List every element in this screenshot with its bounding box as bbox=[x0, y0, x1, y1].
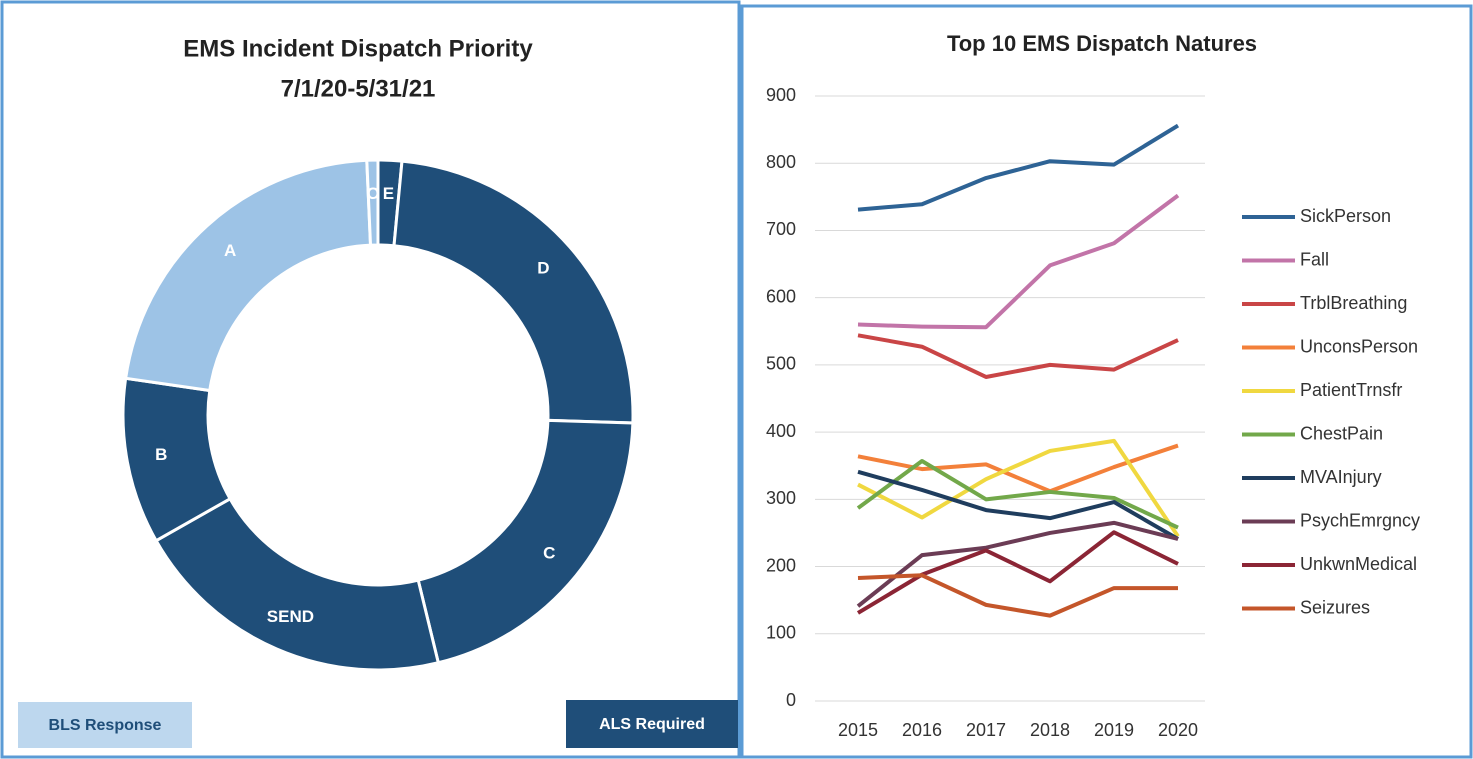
legend-label: PsychEmrgncy bbox=[1300, 510, 1420, 530]
legend-label: TrblBreathing bbox=[1300, 293, 1407, 313]
legend-label: UnconsPerson bbox=[1300, 336, 1418, 356]
x-tick-label: 2018 bbox=[1030, 720, 1070, 740]
segment-label: D bbox=[537, 259, 549, 278]
segment-label: O bbox=[367, 184, 380, 203]
legend-box bbox=[566, 700, 738, 748]
series-line bbox=[857, 573, 1178, 618]
y-tick-label: 700 bbox=[766, 219, 796, 239]
x-tick-label: 2015 bbox=[838, 720, 878, 740]
legend-box-label: BLS Response bbox=[49, 717, 162, 734]
legend-label: SickPerson bbox=[1300, 206, 1391, 226]
y-tick-label: 900 bbox=[766, 85, 796, 105]
pie-subtitle: 7/1/20-5/31/21 bbox=[281, 75, 436, 102]
y-tick-label: 800 bbox=[766, 152, 796, 172]
line-title: Top 10 EMS Dispatch Natures bbox=[947, 31, 1257, 56]
x-tick-label: 2019 bbox=[1094, 720, 1134, 740]
segment-label: C bbox=[543, 543, 555, 562]
series-line bbox=[856, 530, 1179, 615]
x-tick-label: 2020 bbox=[1158, 720, 1198, 740]
right-panel bbox=[740, 4, 1473, 759]
legend-box bbox=[18, 702, 192, 748]
legend-label: PatientTrnsfr bbox=[1300, 380, 1402, 400]
series-line bbox=[857, 469, 1180, 541]
segment-label: SEND bbox=[267, 607, 314, 626]
series-line bbox=[857, 438, 1180, 538]
y-tick-label: 300 bbox=[766, 488, 796, 508]
segment-label: B bbox=[155, 445, 167, 464]
y-tick-label: 200 bbox=[766, 555, 796, 575]
legend-label: UnkwnMedical bbox=[1300, 554, 1417, 574]
y-tick-label: 0 bbox=[786, 690, 796, 710]
series-line bbox=[857, 123, 1180, 212]
legend-label: MVAInjury bbox=[1300, 467, 1382, 487]
series-line bbox=[857, 333, 1179, 379]
donut-segment bbox=[365, 158, 380, 247]
segment-label: A bbox=[224, 241, 236, 260]
legend-box-label: ALS Required bbox=[599, 716, 705, 733]
legend-label: Seizures bbox=[1300, 597, 1370, 617]
y-tick-label: 100 bbox=[766, 623, 796, 643]
y-tick-label: 500 bbox=[766, 354, 796, 374]
donut-segment bbox=[123, 158, 373, 393]
donut-segment bbox=[392, 159, 635, 425]
x-tick-label: 2017 bbox=[966, 720, 1006, 740]
series-line bbox=[856, 459, 1179, 530]
series-line bbox=[857, 193, 1180, 330]
legend-label: Fall bbox=[1300, 249, 1329, 269]
x-tick-label: 2016 bbox=[902, 720, 942, 740]
y-tick-label: 600 bbox=[766, 286, 796, 306]
legend-label: ChestPain bbox=[1300, 423, 1383, 443]
segment-label: E bbox=[383, 184, 394, 203]
y-tick-label: 400 bbox=[766, 421, 796, 441]
pie-title: EMS Incident Dispatch Priority bbox=[183, 35, 533, 62]
series-line bbox=[856, 520, 1179, 608]
